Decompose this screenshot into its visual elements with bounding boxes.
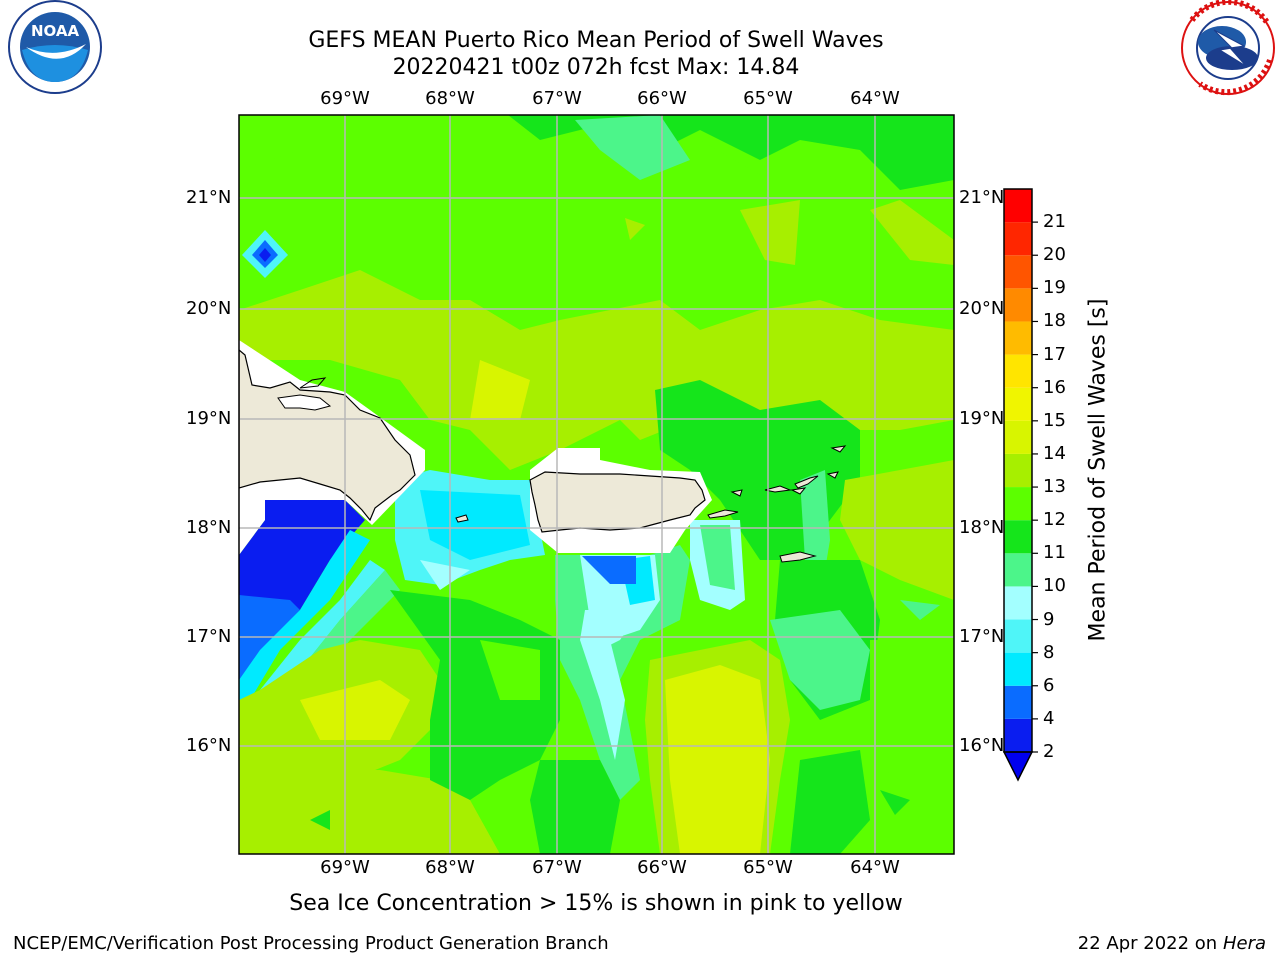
colorbar-tick-label: 4	[1043, 707, 1055, 729]
colorbar-backing	[1003, 188, 1033, 754]
lon-label-top: 68°W	[425, 88, 475, 109]
chart-title: GEFS MEAN Puerto Rico Mean Period of Swe…	[308, 28, 884, 53]
colorbar-tick-label: 8	[1043, 641, 1055, 663]
colorbar-tick-label: 20	[1043, 244, 1066, 266]
lat-label-left: 17°N	[186, 626, 232, 647]
colorbar-tick-label: 2	[1043, 741, 1055, 762]
lat-label-right: 20°N	[959, 298, 1005, 319]
lat-label-left: 19°N	[186, 408, 232, 429]
colorbar-tick-label: 6	[1043, 674, 1055, 696]
footer-host: Hera	[1222, 933, 1266, 954]
colorbar-tick-label: 13	[1043, 476, 1066, 498]
colorbar-tick-label: 11	[1043, 542, 1066, 564]
map-gridlines	[239, 115, 954, 854]
lat-label-left: 18°N	[186, 517, 232, 538]
footer-date: 22 Apr 2022 on Hera	[1077, 933, 1266, 954]
nws-logo	[1181, 0, 1275, 96]
colorbar-tick-label: 16	[1043, 376, 1066, 398]
colorbar-tick-label: 15	[1043, 409, 1066, 431]
noaa-logo-text: NOAA	[31, 22, 80, 40]
colorbar-tick-label: 9	[1043, 608, 1055, 630]
lat-label-right: 21°N	[959, 187, 1005, 208]
lon-label-top: 64°W	[850, 88, 900, 109]
colorbar-tick-label: 14	[1043, 442, 1066, 464]
lat-label-right: 17°N	[959, 626, 1005, 647]
lat-label-left: 21°N	[186, 187, 232, 208]
lon-label-bottom: 67°W	[532, 857, 582, 878]
lat-label-right: 16°N	[959, 735, 1005, 756]
lon-label-bottom: 66°W	[637, 857, 687, 878]
lat-label-left: 16°N	[186, 735, 232, 756]
chart-subtitle: 20220421 t00z 072h fcst Max: 14.84	[392, 55, 800, 80]
lon-label-bottom: 68°W	[425, 857, 475, 878]
sea-ice-caption: Sea Ice Concentration > 15% is shown in …	[289, 891, 903, 916]
colorbar-tick-label: 18	[1043, 310, 1066, 332]
colorbar-tick-label: 19	[1043, 277, 1066, 299]
footer-credit: NCEP/EMC/Verification Post Processing Pr…	[13, 933, 609, 954]
colorbar-tick-label: 17	[1043, 343, 1066, 365]
lat-label-left: 20°N	[186, 298, 232, 319]
lon-label-top: 65°W	[743, 88, 793, 109]
lat-label-right: 19°N	[959, 408, 1005, 429]
swell-period-field	[239, 115, 954, 854]
lat-label-right: 18°N	[959, 517, 1005, 538]
lon-label-bottom: 64°W	[850, 857, 900, 878]
lon-label-bottom: 69°W	[320, 857, 370, 878]
map-frame	[238, 114, 955, 855]
noaa-logo: NOAA	[8, 0, 102, 94]
lon-label-top: 67°W	[532, 88, 582, 109]
colorbar-tick-label: 10	[1043, 575, 1066, 597]
colorbar-tick-label: 12	[1043, 509, 1066, 531]
lon-label-bottom: 65°W	[743, 857, 793, 878]
lon-label-top: 66°W	[637, 88, 687, 109]
lon-label-top: 69°W	[320, 88, 370, 109]
colorbar-tick-label: 21	[1043, 211, 1066, 233]
